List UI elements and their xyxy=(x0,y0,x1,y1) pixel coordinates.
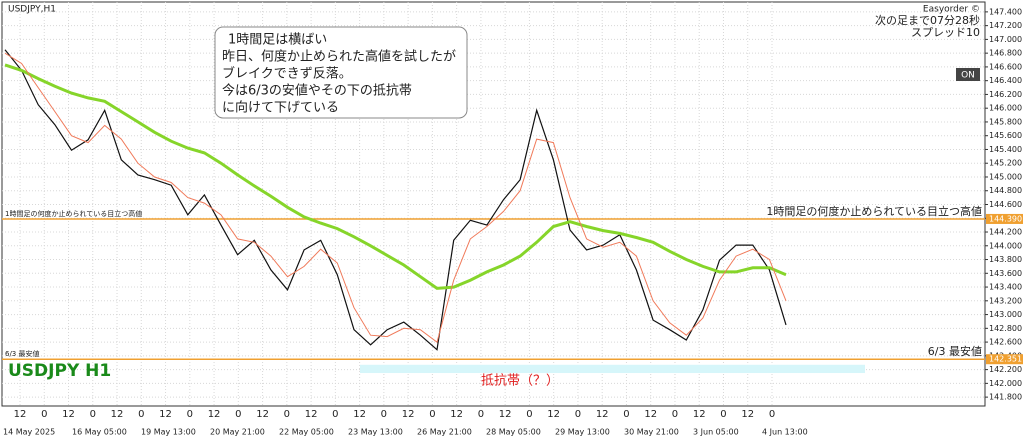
level-price: 144.390 xyxy=(989,214,1022,223)
y-tick-label: 143.400 xyxy=(989,283,1022,292)
x-tick-label: 0 xyxy=(478,409,484,420)
level-price: 142.351 xyxy=(989,355,1022,364)
price-line xyxy=(4,49,787,351)
note-line: 昨日、何度か止められた高値を試したが xyxy=(222,49,456,65)
x-date-label: 26 May 21:00 xyxy=(417,428,472,437)
y-tick-label: 146.000 xyxy=(989,104,1022,113)
x-tick-label: 12 xyxy=(596,409,609,420)
x-tick-label: 12 xyxy=(693,409,706,420)
symbol-label: USDJPY,H1 xyxy=(8,5,56,15)
x-tick-label: 12 xyxy=(305,409,318,420)
x-date-label: 4 Jun 13:00 xyxy=(762,428,808,437)
note-box xyxy=(214,26,468,119)
x-tick-label: 0 xyxy=(575,409,581,420)
on-button-label[interactable]: ON xyxy=(961,71,975,81)
y-tick-label: 143.000 xyxy=(989,310,1022,319)
x-tick-label: 0 xyxy=(720,409,726,420)
x-tick-label: 0 xyxy=(235,409,241,420)
y-tick-label: 144.800 xyxy=(989,186,1022,195)
y-tick-label: 146.800 xyxy=(989,49,1022,58)
x-date-label: 28 May 05:00 xyxy=(486,428,541,437)
x-tick-label: 12 xyxy=(159,409,172,420)
x-date-label: 23 May 13:00 xyxy=(348,428,403,437)
note-line: 今は6/3の安値やその下の抵抗帯 xyxy=(222,83,412,99)
note-line: ブレイクできず反落。 xyxy=(222,66,352,82)
y-tick-label: 147.000 xyxy=(989,35,1022,44)
level-name-small: 6/3 最安値 xyxy=(5,349,40,358)
x-date-label: 29 May 13:00 xyxy=(555,428,610,437)
y-tick-label: 145.600 xyxy=(989,131,1022,140)
x-tick-label: 12 xyxy=(741,409,754,420)
y-tick-label: 146.600 xyxy=(989,62,1022,71)
x-date-label: 22 May 05:00 xyxy=(279,428,334,437)
x-tick-label: 12 xyxy=(111,409,124,420)
x-tick-label: 0 xyxy=(526,409,532,420)
level-name: 1時間足の何度か止められている目立つ高値 xyxy=(766,204,982,218)
x-tick-label: 0 xyxy=(769,409,775,420)
level-price-box xyxy=(986,213,1023,224)
note-line: 1時間足は横ばい xyxy=(228,33,327,48)
y-tick-label: 145.800 xyxy=(989,117,1022,126)
x-tick-label: 12 xyxy=(499,409,512,420)
y-tick-label: 144.000 xyxy=(989,241,1022,250)
y-tick-label: 142.000 xyxy=(989,379,1022,388)
y-tick-label: 147.400 xyxy=(989,7,1022,16)
x-tick-label: 12 xyxy=(450,409,463,420)
y-tick-label: 147.200 xyxy=(989,21,1022,30)
spread: スプレッド10 xyxy=(911,26,980,39)
zone-label: 抵抗帯（？） xyxy=(481,374,559,389)
level-price-box xyxy=(986,354,1023,365)
y-tick-label: 142.600 xyxy=(989,338,1022,347)
x-date-label: 30 May 21:00 xyxy=(624,428,679,437)
y-tick-label: 145.400 xyxy=(989,145,1022,154)
y-tick-label: 142.200 xyxy=(989,365,1022,374)
x-tick-label: 0 xyxy=(90,409,96,420)
x-tick-label: 12 xyxy=(644,409,657,420)
x-tick-label: 0 xyxy=(284,409,290,420)
y-tick-label: 145.000 xyxy=(989,172,1022,181)
y-tick-label: 144.200 xyxy=(989,228,1022,237)
y-tick-label: 146.400 xyxy=(989,76,1022,85)
x-date-label: 3 Jun 05:00 xyxy=(693,428,739,437)
countdown: 次の足まで07分28秒 xyxy=(875,13,980,27)
indicator-name: Easyorder © xyxy=(923,5,980,15)
x-tick-label: 12 xyxy=(62,409,75,420)
x-tick-label: 12 xyxy=(353,409,366,420)
x-tick-label: 12 xyxy=(256,409,269,420)
y-tick-label: 141.800 xyxy=(989,393,1022,402)
x-tick-label: 0 xyxy=(672,409,678,420)
y-tick-label: 143.200 xyxy=(989,296,1022,305)
resistance-zone xyxy=(360,364,865,374)
x-tick-label: 12 xyxy=(402,409,415,420)
y-tick-label: 144.600 xyxy=(989,200,1022,209)
y-tick-label: 146.200 xyxy=(989,90,1022,99)
x-tick-label: 0 xyxy=(429,409,435,420)
level-name: 6/3 最安値 xyxy=(928,344,982,358)
x-tick-label: 12 xyxy=(208,409,221,420)
x-date-label: 20 May 21:00 xyxy=(210,428,265,437)
x-date-label: 19 May 13:00 xyxy=(141,428,196,437)
y-tick-label: 143.600 xyxy=(989,269,1022,278)
y-tick-label: 142.800 xyxy=(989,324,1022,333)
x-date-label: 14 May 2025 xyxy=(3,428,55,437)
x-tick-label: 0 xyxy=(381,409,387,420)
y-tick-label: 143.800 xyxy=(989,255,1022,264)
x-tick-label: 12 xyxy=(14,409,27,420)
x-tick-label: 0 xyxy=(332,409,338,420)
x-tick-label: 12 xyxy=(547,409,560,420)
on-button[interactable] xyxy=(956,68,980,81)
x-tick-label: 0 xyxy=(623,409,629,420)
x-date-label: 16 May 05:00 xyxy=(72,428,127,437)
price-line xyxy=(4,52,787,343)
x-tick-label: 0 xyxy=(41,409,47,420)
level-name-small: 1時間足の何度か止められている目立つ高値 xyxy=(5,209,142,218)
y-tick-label: 145.200 xyxy=(989,159,1022,168)
x-tick-label: 0 xyxy=(138,409,144,420)
note-line: に向けて下げている xyxy=(222,100,339,116)
x-tick-label: 0 xyxy=(187,409,193,420)
watermark: USDJPY H1 xyxy=(8,361,111,381)
price-line xyxy=(4,63,787,290)
